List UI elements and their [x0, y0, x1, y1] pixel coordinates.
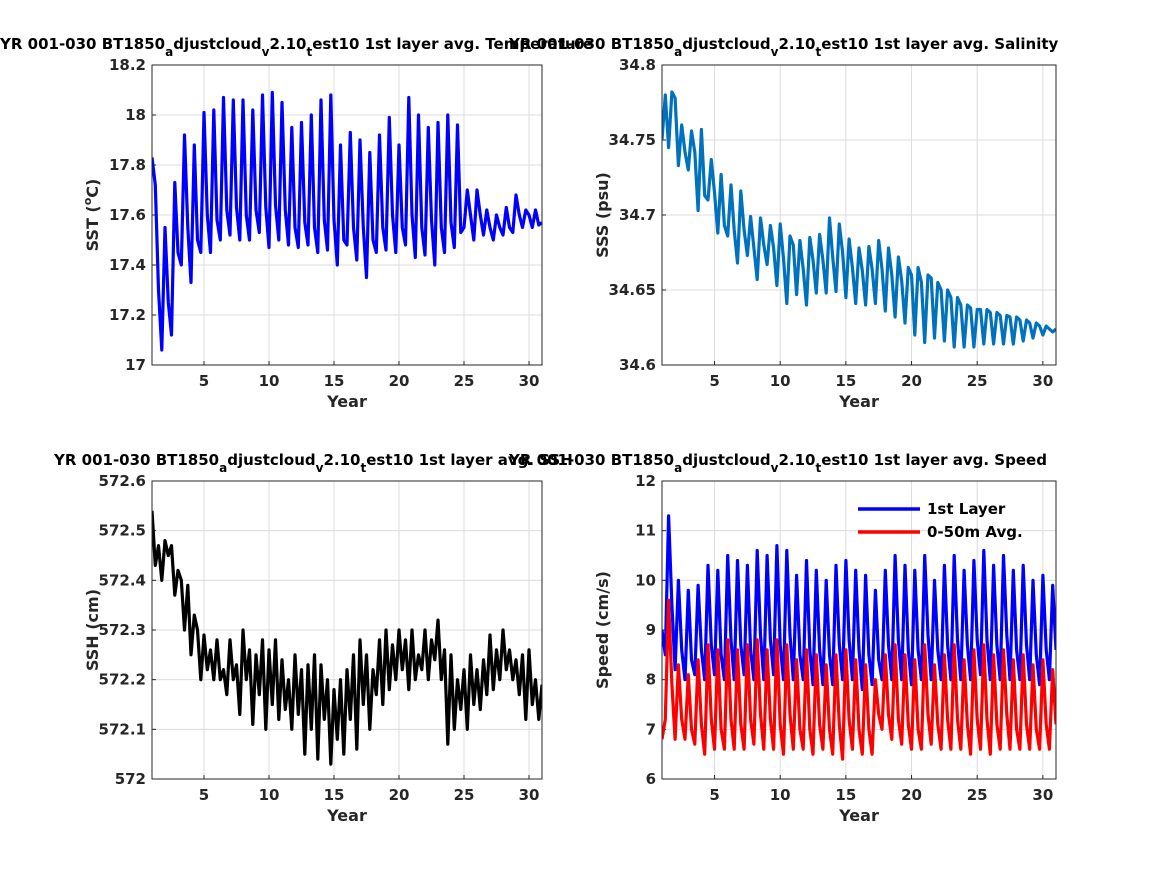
plot-box: [661, 480, 1057, 780]
y-axis-label: Speed (cm/s): [593, 571, 612, 689]
chart-title: YR 001-030 BT1850adjustcloudv2.10test10 …: [508, 35, 1059, 59]
x-tick-label: 30: [1032, 786, 1053, 804]
y-tick-label: 34.75: [609, 131, 656, 149]
series-line-1: [152, 510, 542, 766]
x-tick-label: 30: [519, 786, 540, 804]
y-tick-label: 18: [125, 106, 146, 124]
plot-box: [151, 64, 543, 366]
chart-title: YR 001-030 BT1850adjustcloudv2.10test10 …: [53, 451, 573, 475]
series-line-1: [152, 90, 542, 352]
plot-box: [661, 64, 1057, 366]
y-axis-label: SST (oC): [81, 179, 102, 252]
series-line-1: [662, 90, 1056, 349]
chart-panel-2: 5 10 15 20 25 30 34.6 34.65 34.7 34.75 34.8 Year SSS…: [508, 35, 1059, 411]
x-tick-label: 10: [259, 372, 280, 390]
y-tick-label: 17.4: [109, 256, 146, 274]
y-tick-label: 17: [125, 356, 146, 374]
y-tick-label: 9: [646, 621, 656, 639]
y-tick-label: 17.8: [109, 156, 146, 174]
y-tick-label: 572.2: [99, 671, 146, 689]
y-axis-label: SSS (psu): [593, 172, 612, 258]
x-axis-label: Year: [326, 392, 367, 411]
x-tick-label: 25: [454, 786, 475, 804]
y-tick-label: 17.2: [109, 306, 146, 324]
x-tick-label: 5: [199, 786, 209, 804]
chart-title: YR 001-030 BT1850adjustcloudv2.10test10 …: [0, 35, 593, 59]
x-tick-label: 25: [454, 372, 475, 390]
legend-label-1: 1st Layer: [927, 500, 1006, 518]
y-tick-label: 18.2: [109, 56, 146, 74]
chart-panel-1: 5 10 15 20 25 30 17 17.2 17.4 17.6 17.8 18 18.2 Year S…: [0, 35, 593, 411]
x-tick-label: 20: [389, 786, 410, 804]
x-tick-label: 15: [835, 372, 856, 390]
y-tick-label: 572.1: [99, 720, 146, 738]
y-tick-label: 572.4: [99, 571, 146, 589]
series-line-1: [662, 514, 1056, 692]
x-tick-label: 30: [1032, 372, 1053, 390]
y-tick-label: 10: [635, 571, 656, 589]
y-tick-label: 572.6: [99, 472, 146, 490]
x-tick-label: 25: [967, 786, 988, 804]
x-tick-label: 5: [199, 372, 209, 390]
x-tick-label: 10: [770, 786, 791, 804]
x-axis-label: Year: [838, 392, 879, 411]
y-tick-label: 6: [646, 770, 656, 788]
y-tick-label: 11: [635, 522, 656, 540]
chart-panel-3: 5 10 15 20 25 30 572 572.1 572.2 572.3 572.4 572.5 5…: [53, 451, 573, 825]
x-tick-label: 30: [519, 372, 540, 390]
chart-title: YR 001-030 BT1850adjustcloudv2.10test10 …: [508, 451, 1047, 475]
series-line-2: [662, 598, 1056, 761]
x-tick-label: 15: [324, 786, 345, 804]
y-tick-label: 572.3: [99, 621, 146, 639]
x-axis-label: Year: [838, 806, 879, 825]
y-tick-label: 572: [115, 770, 146, 788]
x-tick-label: 10: [770, 372, 791, 390]
y-tick-label: 34.6: [619, 356, 656, 374]
y-axis-label: SSH (cm): [83, 589, 102, 671]
y-tick-label: 34.8: [619, 56, 656, 74]
x-tick-label: 10: [259, 786, 280, 804]
x-tick-label: 15: [324, 372, 345, 390]
y-tick-label: 34.65: [609, 281, 656, 299]
x-tick-label: 25: [967, 372, 988, 390]
y-tick-label: 8: [646, 671, 656, 689]
plot-box: [151, 480, 543, 780]
x-tick-label: 5: [709, 372, 719, 390]
x-axis-label: Year: [326, 806, 367, 825]
y-tick-label: 572.5: [99, 522, 146, 540]
legend-label-2: 0-50m Avg.: [927, 523, 1023, 541]
x-tick-label: 20: [901, 786, 922, 804]
y-tick-label: 34.7: [619, 206, 656, 224]
y-tick-label: 17.6: [109, 206, 146, 224]
x-tick-label: 20: [389, 372, 410, 390]
chart-panel-4: 5 10 15 20 25 30 6 7 8 9 10 11 12 Year Speed (cm/s) YR …: [508, 451, 1057, 825]
x-tick-label: 5: [709, 786, 719, 804]
x-tick-label: 20: [901, 372, 922, 390]
x-tick-label: 15: [835, 786, 856, 804]
y-tick-label: 7: [646, 720, 656, 738]
y-tick-label: 12: [635, 472, 656, 490]
